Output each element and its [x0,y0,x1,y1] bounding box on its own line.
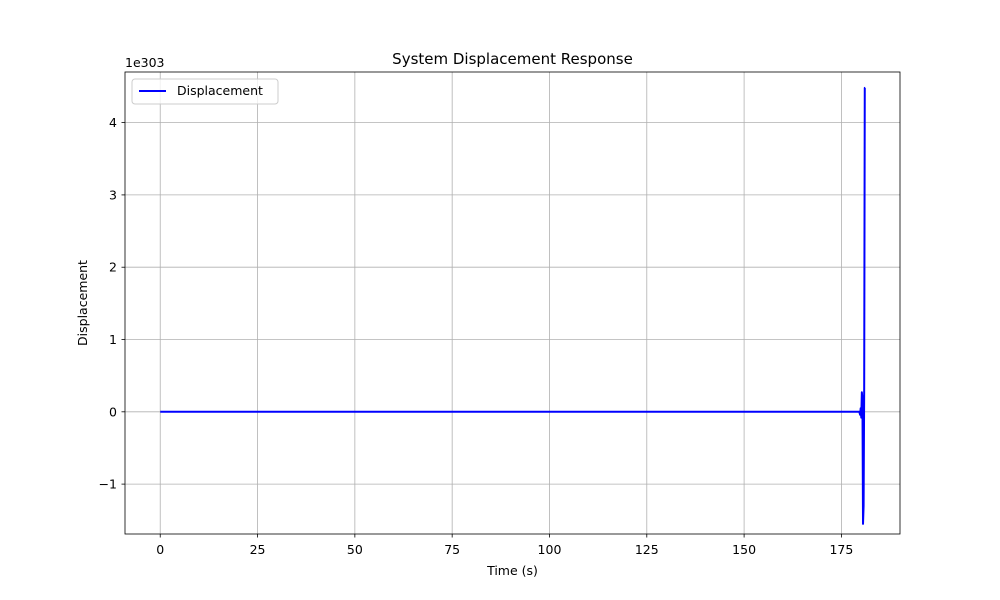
legend-box [131,78,279,105]
plot-frame [124,71,901,535]
y-tick-label: 2 [109,260,117,275]
legend-label-displacement: Displacement [177,83,263,98]
y-tick-label: 3 [109,187,117,202]
series-layer [160,86,866,525]
x-tick-label: 150 [732,542,756,557]
x-tick-label: 100 [538,542,562,557]
x-axis-label: Time (s) [486,563,538,578]
tick-layer: 0 25 50 75 100 125 150 175 −1 0 1 2 3 4 [99,115,854,557]
x-tick-label: 25 [250,542,266,557]
x-tick-label: 50 [347,542,363,557]
y-axis-offset-label: 1e303 [125,55,165,70]
legend: Displacement [131,78,279,105]
y-tick-label: −1 [99,477,117,492]
x-tick-label: 175 [829,542,853,557]
y-tick-label: 0 [109,404,117,419]
series-line-displacement [160,86,866,525]
chart-title: System Displacement Response [392,50,633,68]
y-tick-label: 4 [109,115,117,130]
x-tick-label: 0 [156,542,164,557]
y-tick-label: 1 [109,332,117,347]
x-tick-label: 125 [635,542,659,557]
x-tick-label: 75 [444,542,460,557]
y-axis-label: Displacement [75,260,90,346]
